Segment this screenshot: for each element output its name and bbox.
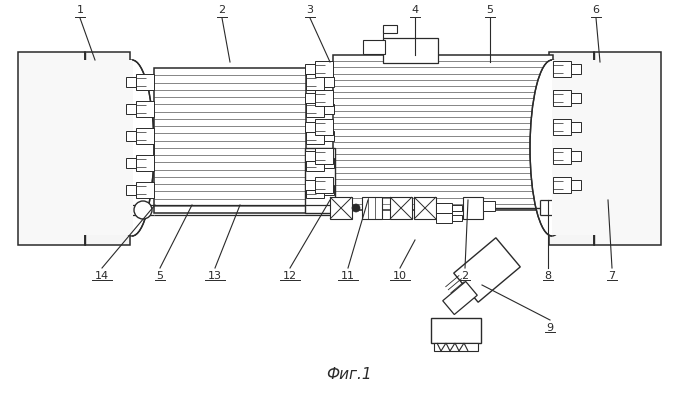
Text: 5: 5 xyxy=(487,5,493,15)
Text: 9: 9 xyxy=(547,323,554,333)
Bar xyxy=(363,40,385,54)
Bar xyxy=(126,131,136,141)
Bar xyxy=(305,151,315,161)
Text: Фиг.1: Фиг.1 xyxy=(326,367,372,382)
Bar xyxy=(483,201,495,211)
Text: 11: 11 xyxy=(341,271,355,281)
Bar xyxy=(333,55,553,210)
Bar xyxy=(594,52,661,245)
Bar xyxy=(315,119,333,135)
Bar xyxy=(305,180,315,190)
Bar xyxy=(571,64,581,74)
Bar xyxy=(126,77,136,87)
Bar xyxy=(571,180,581,190)
Bar xyxy=(305,148,335,213)
Bar xyxy=(324,185,334,195)
Bar xyxy=(306,74,324,90)
Polygon shape xyxy=(454,238,520,302)
Bar xyxy=(324,104,334,114)
Bar xyxy=(126,104,136,114)
Bar xyxy=(553,61,571,77)
Bar xyxy=(436,203,452,213)
Bar xyxy=(136,128,154,144)
Polygon shape xyxy=(442,281,477,314)
Bar xyxy=(324,77,334,87)
Bar xyxy=(452,215,462,221)
Bar xyxy=(436,213,452,223)
Bar xyxy=(324,131,334,141)
Text: 3: 3 xyxy=(306,5,313,15)
Bar xyxy=(549,52,594,245)
Bar xyxy=(136,182,154,198)
Bar xyxy=(452,205,462,211)
Bar xyxy=(126,158,136,168)
Bar xyxy=(553,90,571,106)
Bar xyxy=(306,155,324,171)
Bar xyxy=(553,148,571,164)
Bar xyxy=(434,343,478,351)
Bar xyxy=(315,148,333,164)
Ellipse shape xyxy=(530,60,574,236)
Bar xyxy=(552,60,615,235)
Bar xyxy=(383,25,397,33)
Bar xyxy=(136,74,154,90)
Text: 8: 8 xyxy=(545,271,552,281)
Ellipse shape xyxy=(110,60,154,236)
Bar xyxy=(18,52,85,245)
Bar xyxy=(305,93,315,103)
Bar xyxy=(414,197,436,219)
Bar xyxy=(324,158,334,168)
Text: 2: 2 xyxy=(461,271,468,281)
Bar xyxy=(136,155,154,171)
Circle shape xyxy=(352,204,360,212)
Text: 6: 6 xyxy=(593,5,600,15)
Bar xyxy=(126,185,136,195)
Bar xyxy=(306,182,324,198)
Text: 4: 4 xyxy=(412,5,419,15)
Bar xyxy=(390,197,412,219)
Bar xyxy=(362,197,382,219)
Circle shape xyxy=(134,201,152,219)
Bar xyxy=(315,90,333,106)
Text: 13: 13 xyxy=(208,271,222,281)
Bar xyxy=(571,151,581,161)
Bar xyxy=(154,68,306,213)
Text: 2: 2 xyxy=(218,5,226,15)
Bar xyxy=(136,101,154,117)
Text: 7: 7 xyxy=(608,271,616,281)
Bar xyxy=(70,60,133,235)
Bar xyxy=(305,122,315,132)
Bar xyxy=(571,122,581,132)
Bar xyxy=(431,318,481,343)
Bar xyxy=(85,52,130,245)
Text: 14: 14 xyxy=(95,271,109,281)
Bar xyxy=(553,119,571,135)
Text: 12: 12 xyxy=(283,271,297,281)
Bar xyxy=(330,197,352,219)
Bar xyxy=(383,38,438,63)
Bar xyxy=(315,61,333,77)
Bar xyxy=(306,101,324,117)
Bar xyxy=(315,177,333,193)
Bar xyxy=(553,177,571,193)
Text: 1: 1 xyxy=(76,5,83,15)
Text: 10: 10 xyxy=(393,271,407,281)
Bar xyxy=(306,128,324,144)
Bar xyxy=(305,64,315,74)
Bar xyxy=(571,93,581,103)
Text: 5: 5 xyxy=(157,271,164,281)
Bar xyxy=(463,197,483,219)
